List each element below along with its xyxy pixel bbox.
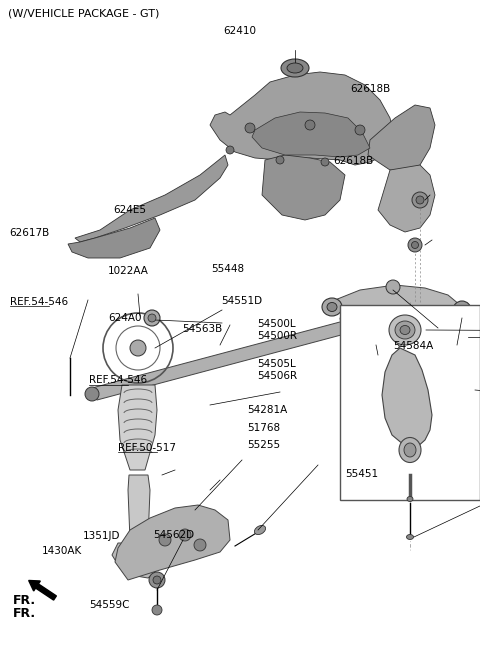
Polygon shape [378, 165, 435, 232]
Text: 62618B: 62618B [350, 83, 391, 94]
Ellipse shape [457, 306, 467, 314]
Ellipse shape [395, 321, 415, 339]
Polygon shape [75, 155, 228, 242]
Polygon shape [115, 505, 230, 580]
Ellipse shape [254, 525, 265, 535]
Text: 54551D: 54551D [221, 296, 262, 306]
Bar [340, 305, 480, 500]
Ellipse shape [412, 192, 428, 208]
Text: 624A0: 624A0 [108, 312, 142, 323]
Ellipse shape [287, 63, 303, 73]
Circle shape [245, 123, 255, 133]
Circle shape [194, 539, 206, 551]
Circle shape [355, 125, 365, 135]
Text: 62618B: 62618B [334, 155, 374, 166]
Polygon shape [368, 105, 435, 172]
Text: (W/VEHICLE PACKAGE - GT): (W/VEHICLE PACKAGE - GT) [8, 8, 159, 18]
Polygon shape [340, 308, 470, 348]
Polygon shape [128, 475, 150, 540]
Text: REF.54-546: REF.54-546 [10, 297, 68, 307]
Ellipse shape [281, 59, 309, 77]
Circle shape [386, 280, 400, 294]
Polygon shape [382, 348, 432, 448]
Ellipse shape [389, 315, 421, 345]
FancyArrow shape [29, 581, 56, 600]
Text: 1022AA: 1022AA [108, 266, 149, 276]
Text: FR.: FR. [13, 607, 36, 620]
Text: 54500L
54500R: 54500L 54500R [257, 319, 297, 340]
Text: 55255: 55255 [247, 440, 280, 451]
Polygon shape [210, 72, 395, 165]
Ellipse shape [407, 535, 413, 539]
Circle shape [144, 310, 160, 326]
Text: 54505L
54506R: 54505L 54506R [257, 359, 297, 380]
Ellipse shape [399, 438, 421, 462]
Ellipse shape [327, 302, 337, 312]
Text: 51768: 51768 [247, 422, 280, 433]
Text: 624E5: 624E5 [113, 205, 146, 215]
Circle shape [152, 605, 162, 615]
Circle shape [85, 387, 99, 401]
Circle shape [159, 534, 171, 546]
Text: 55451: 55451 [346, 468, 379, 479]
Text: 62617B: 62617B [10, 228, 50, 238]
Polygon shape [118, 385, 157, 470]
Ellipse shape [473, 332, 480, 340]
Circle shape [226, 146, 234, 154]
Text: 54584A: 54584A [394, 341, 434, 352]
Circle shape [148, 314, 156, 322]
Text: FR.: FR. [13, 594, 36, 607]
Circle shape [276, 156, 284, 164]
Ellipse shape [372, 345, 380, 351]
Polygon shape [252, 112, 370, 157]
Text: 54559C: 54559C [89, 600, 129, 611]
Ellipse shape [404, 443, 416, 457]
Polygon shape [112, 543, 165, 578]
Text: REF.54-546: REF.54-546 [89, 375, 147, 386]
Text: 55448: 55448 [211, 264, 244, 274]
Polygon shape [262, 155, 345, 220]
Ellipse shape [407, 497, 413, 501]
Ellipse shape [462, 328, 478, 344]
Circle shape [179, 529, 191, 541]
Ellipse shape [416, 196, 424, 204]
Polygon shape [328, 285, 462, 325]
Text: 54563B: 54563B [182, 323, 223, 334]
Circle shape [130, 340, 146, 356]
Polygon shape [68, 218, 160, 258]
Circle shape [305, 120, 315, 130]
Circle shape [153, 576, 161, 584]
Circle shape [321, 158, 329, 166]
Circle shape [149, 572, 165, 588]
Ellipse shape [322, 298, 342, 316]
Text: 62410: 62410 [224, 26, 256, 36]
Polygon shape [92, 298, 435, 400]
Ellipse shape [453, 301, 471, 319]
Text: REF.50-517: REF.50-517 [118, 443, 176, 453]
Text: 54281A: 54281A [247, 405, 288, 415]
Ellipse shape [408, 238, 422, 252]
Ellipse shape [411, 241, 419, 249]
Text: 1351JD: 1351JD [83, 531, 120, 541]
Text: 54562D: 54562D [154, 530, 195, 541]
Text: 1430AK: 1430AK [42, 546, 83, 556]
Ellipse shape [400, 325, 410, 335]
